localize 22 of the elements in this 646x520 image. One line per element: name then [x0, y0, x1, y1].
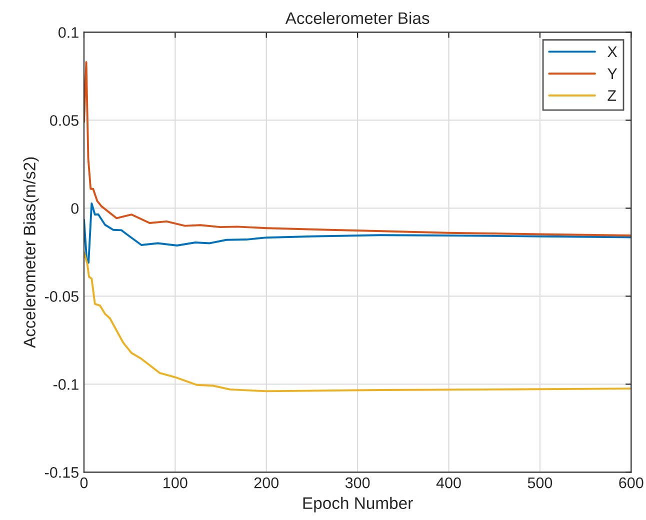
- y-tick-label: 0: [71, 203, 79, 214]
- x-tick-label: 100: [164, 477, 188, 488]
- x-tick-label: 500: [528, 477, 552, 488]
- y-tick-label: 0.1: [58, 27, 78, 38]
- legend-label: Z: [608, 90, 616, 101]
- legend-label: Y: [608, 68, 618, 79]
- y-tick-label: -0.05: [44, 291, 78, 302]
- line-series: [84, 251, 632, 392]
- x-axis-title: Epoch Number: [303, 496, 413, 512]
- legend-label: X: [608, 46, 618, 58]
- line-series: [84, 61, 632, 236]
- x-tick-label: 600: [619, 477, 644, 488]
- x-tick-label: 300: [345, 477, 370, 488]
- y-tick-label: -0.15: [44, 467, 78, 478]
- x-tick-label: 200: [254, 477, 279, 488]
- y-tick-label: -0.1: [53, 379, 78, 390]
- y-tick-label: 0.05: [50, 115, 78, 126]
- chart-title: Accelerometer Bias: [285, 12, 430, 24]
- line-series: [84, 202, 632, 264]
- x-tick-label: 400: [436, 477, 461, 488]
- x-tick-label: 0: [80, 477, 88, 488]
- y-axis-title: Accelerometer Bias(m/s2): [23, 157, 39, 348]
